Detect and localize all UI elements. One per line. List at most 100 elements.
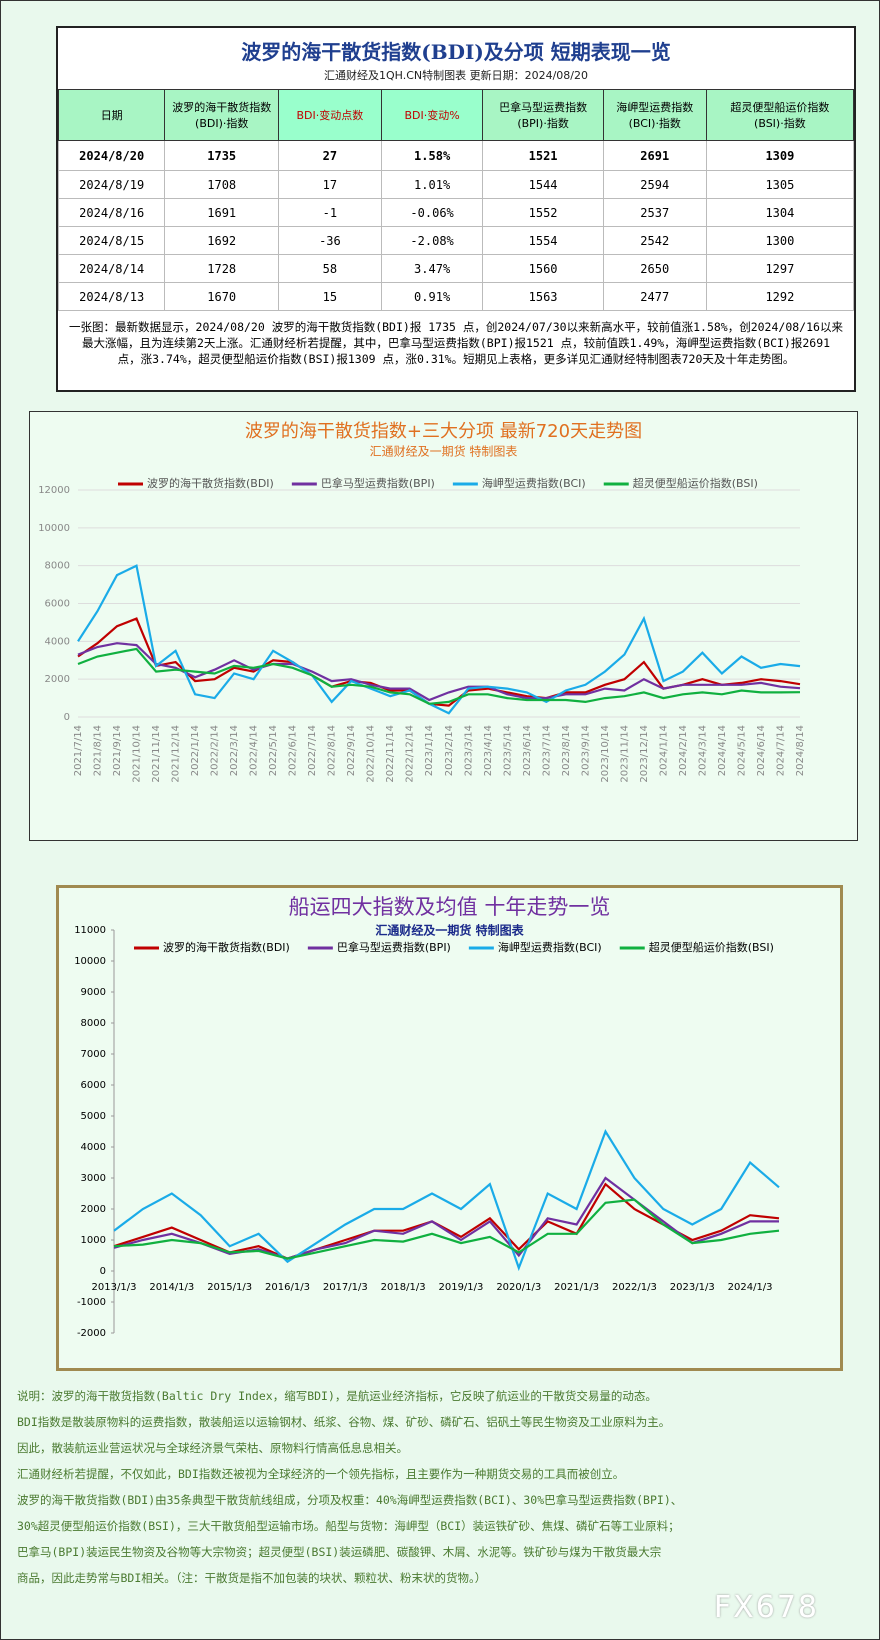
x-tick-label: 2024/4/14 [717, 725, 728, 776]
table-cell: 1297 [705, 254, 855, 283]
series-line [77, 564, 801, 715]
x-tick-label: 2018/1/3 [381, 1282, 426, 1293]
x-tick-label: 2020/1/3 [496, 1282, 541, 1293]
table-cell: 2537 [602, 198, 707, 227]
y-tick-label: -2000 [77, 1328, 106, 1339]
watermark: FX678 [713, 1590, 819, 1625]
column-header: 日期 [57, 89, 166, 141]
x-tick-label: 2023/8/14 [561, 725, 572, 776]
note-line: 说明：波罗的海干散货指数(Baltic Dry Index，缩写BDI)，是航运… [17, 1389, 657, 1403]
y-tick-label: 4000 [45, 636, 70, 647]
x-tick-label: 2024/6/14 [756, 725, 767, 776]
y-tick-label: 5000 [81, 1111, 106, 1122]
table-cell: 0.91% [380, 282, 484, 311]
y-tick-label: -1000 [77, 1297, 106, 1308]
x-tick-label: 2022/4/14 [249, 725, 260, 776]
x-tick-label: 2016/1/3 [265, 1282, 310, 1293]
y-tick-label: 12000 [38, 485, 70, 496]
x-tick-label: 2022/5/14 [268, 725, 279, 776]
note-line: 巴拿马(BPI)装运民生物资及谷物等大宗物资；超灵便型(BSI)装运磷肥、碳酸钾… [17, 1545, 662, 1559]
table-cell: 1.01% [380, 170, 484, 199]
x-tick-label: 2023/1/3 [670, 1282, 715, 1293]
table-row: 2024/8/16 1691 -1 -0.06% 1552 2537 1304 [57, 198, 855, 227]
x-tick-label: 2022/6/14 [288, 725, 299, 776]
table-cell: 17 [278, 170, 382, 199]
note-line: 商品，因此走势常与BDI相关。（注：干散货是指不加包装的块状、颗粒状、粉末状的货… [17, 1571, 487, 1585]
x-tick-label: 2021/12/14 [171, 725, 182, 783]
chart-subtitle: 汇通财经及一期货 特制图表 [370, 444, 518, 459]
table-cell: 2024/8/13 [57, 282, 166, 311]
x-tick-label: 2022/1/3 [612, 1282, 657, 1293]
table-cell: 2024/8/15 [57, 226, 166, 255]
series-line [113, 1176, 779, 1260]
table-cell: -2.08% [380, 226, 484, 255]
table-cell: 1728 [164, 254, 280, 283]
y-tick-label: 1000 [81, 1235, 106, 1246]
x-tick-label: 2024/7/14 [775, 725, 786, 776]
x-tick-label: 2019/1/3 [438, 1282, 483, 1293]
table-row: 2024/8/14 1728 58 3.47% 1560 2650 1297 [57, 254, 855, 283]
table-cell: 2650 [602, 254, 707, 283]
x-tick-label: 2021/1/3 [554, 1282, 599, 1293]
y-tick-label: 8000 [45, 561, 70, 572]
column-header: 超灵便型船运价指数 (BSI)·指数 [705, 89, 855, 141]
column-header: BDI·变动点数 [278, 89, 382, 141]
y-tick-label: 6000 [81, 1080, 106, 1091]
x-tick-label: 2022/8/14 [327, 725, 338, 776]
table-cell: 1309 [705, 140, 855, 171]
x-tick-label: 2023/1/14 [424, 725, 435, 776]
table-cell: 2024/8/14 [57, 254, 166, 283]
chart-title: 波罗的海干散货指数+三大分项 最新720天走势图 [245, 421, 642, 442]
note-line: 汇通财经析若提醒，不仅如此，BDI指数还被视为全球经济的一个领先指标，且主要作为… [17, 1467, 625, 1481]
table-cell: 2024/8/20 [57, 140, 166, 171]
table-cell: 58 [278, 254, 382, 283]
data-table: 日期 波罗的海干散货指数 (BDI)·指数 BDI·变动点数 BDI·变动% 巴拿马型运… [57, 89, 855, 311]
series-line [77, 647, 801, 705]
x-tick-label: 2021/8/14 [93, 725, 104, 776]
summary: 一张图：最新数据显示，2024/08/20 波罗的海干散货指数(BDI)报 17… [69, 320, 843, 366]
x-tick-label: 2023/12/14 [639, 725, 650, 783]
y-tick-label: 3000 [81, 1173, 106, 1184]
x-tick-label: 2022/11/14 [385, 725, 396, 783]
table-cell: 2691 [602, 140, 707, 171]
x-tick-label: 2022/3/14 [229, 725, 240, 776]
table-cell: 1292 [705, 282, 855, 311]
table-cell: 2024/8/19 [57, 170, 166, 199]
legend-label: 巴拿马型运费指数(BPI) [337, 940, 451, 954]
y-tick-label: 10000 [74, 956, 106, 967]
table-cell: 1735 [164, 140, 280, 171]
x-tick-label: 2017/1/3 [323, 1282, 368, 1293]
x-tick-label: 2021/7/14 [73, 725, 84, 776]
note-line: BDI指数是散装原物料的运费指数，散装船运以运输钢材、纸浆、谷物、煤、矿砂、磷矿… [17, 1415, 671, 1429]
table-cell: 15 [278, 282, 382, 311]
x-tick-label: 2023/2/14 [444, 725, 455, 776]
table-cell: 1300 [705, 226, 855, 255]
table-cell: 1305 [705, 170, 855, 199]
y-tick-label: 0 [64, 712, 70, 723]
note-line: 波罗的海干散货指数(BDI)由35条典型干散货航线组成，分项及权重：40%海岬型… [17, 1493, 683, 1507]
table-cell: 1708 [164, 170, 280, 199]
x-tick-label: 2024/8/14 [795, 725, 806, 776]
legend-label: 海岬型运费指数(BCI) [482, 476, 586, 490]
x-tick-label: 2022/2/14 [210, 725, 221, 776]
x-tick-label: 2021/9/14 [112, 725, 123, 776]
table-row: 2024/8/15 1692 -36 -2.08% 1554 2542 1300 [57, 226, 855, 255]
table-cell: -1 [278, 198, 382, 227]
x-tick-label: 2023/5/14 [502, 725, 513, 776]
x-tick-label: 2013/1/3 [92, 1282, 137, 1293]
table-cell: 1563 [482, 282, 604, 311]
table-cell: 1554 [482, 226, 604, 255]
table-cell: 2024/8/16 [57, 198, 166, 227]
y-tick-label: 4000 [81, 1142, 106, 1153]
x-tick-label: 2023/11/14 [619, 725, 630, 783]
x-tick-label: 2024/1/3 [728, 1282, 773, 1293]
x-tick-label: 2021/10/14 [132, 725, 143, 783]
series-line [77, 642, 801, 702]
y-tick-label: 9000 [81, 987, 106, 998]
x-tick-label: 2015/1/3 [207, 1282, 252, 1293]
y-tick-label: 0 [100, 1266, 106, 1277]
x-tick-label: 2022/9/14 [346, 725, 357, 776]
